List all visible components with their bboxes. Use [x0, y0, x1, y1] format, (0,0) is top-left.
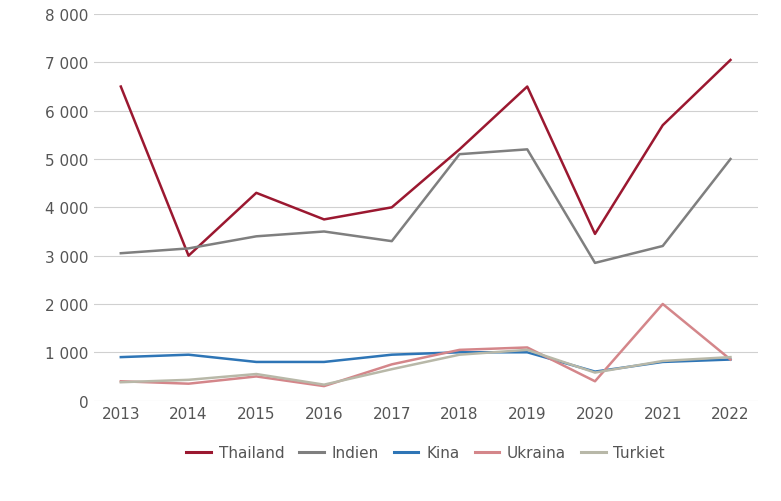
- Legend: Thailand, Indien, Kina, Ukraina, Turkiet: Thailand, Indien, Kina, Ukraina, Turkiet: [180, 439, 671, 466]
